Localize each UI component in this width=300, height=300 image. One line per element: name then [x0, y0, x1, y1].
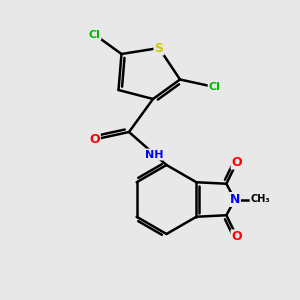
Text: O: O — [89, 133, 100, 146]
Text: O: O — [232, 230, 242, 243]
Text: O: O — [232, 156, 242, 169]
Text: N: N — [230, 193, 240, 206]
Text: CH₃: CH₃ — [250, 194, 270, 205]
Text: Cl: Cl — [88, 29, 101, 40]
Text: NH: NH — [145, 149, 164, 160]
Text: S: S — [154, 41, 164, 55]
Text: Cl: Cl — [208, 82, 220, 92]
